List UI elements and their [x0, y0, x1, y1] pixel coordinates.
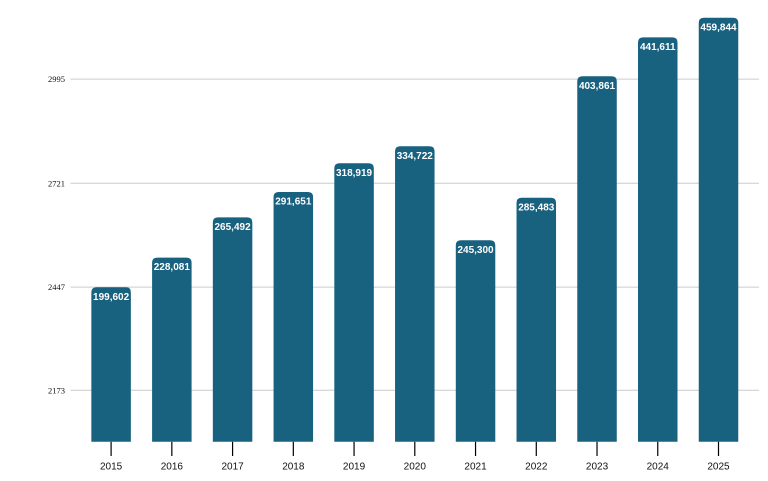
svg-text:265,492: 265,492 [215, 222, 252, 233]
svg-text:2022: 2022 [525, 461, 548, 472]
svg-text:199,602: 199,602 [93, 292, 130, 303]
svg-text:318,919: 318,919 [336, 168, 373, 179]
svg-text:403,861: 403,861 [579, 81, 616, 92]
svg-text:2024: 2024 [647, 461, 670, 472]
svg-text:2023: 2023 [586, 461, 609, 472]
svg-text:2447: 2447 [48, 282, 65, 292]
svg-text:2021: 2021 [464, 461, 487, 472]
svg-text:2173: 2173 [48, 385, 65, 395]
svg-text:2018: 2018 [282, 461, 305, 472]
svg-text:2017: 2017 [221, 461, 244, 472]
svg-text:2016: 2016 [161, 461, 184, 472]
svg-text:2995: 2995 [48, 74, 65, 84]
svg-text:245,300: 245,300 [457, 245, 494, 256]
svg-text:2015: 2015 [100, 461, 123, 472]
svg-text:291,651: 291,651 [275, 197, 312, 208]
svg-text:2019: 2019 [343, 461, 366, 472]
svg-text:2020: 2020 [404, 461, 427, 472]
svg-text:459,844: 459,844 [700, 22, 737, 33]
svg-text:285,483: 285,483 [518, 202, 555, 213]
svg-text:441,611: 441,611 [640, 42, 676, 53]
svg-text:2721: 2721 [48, 178, 65, 188]
svg-text:228,081: 228,081 [154, 262, 191, 273]
svg-text:334,722: 334,722 [397, 151, 434, 162]
svg-text:2025: 2025 [707, 461, 730, 472]
